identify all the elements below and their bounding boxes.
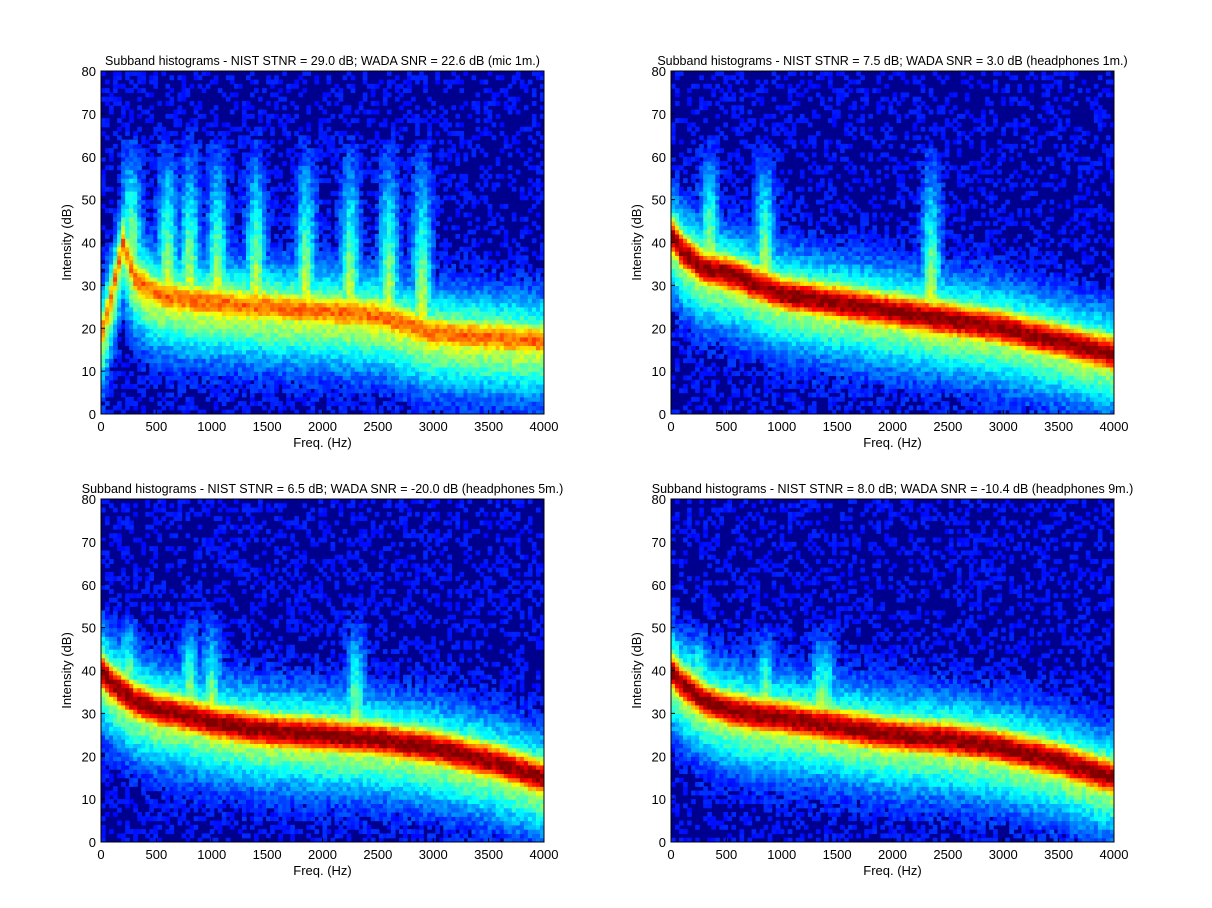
y-tick-label: 0: [89, 407, 96, 422]
x-tick-label: 2000: [308, 419, 337, 434]
x-tick-label: 500: [146, 847, 168, 862]
y-axis-label: Intensity (dB): [59, 204, 74, 281]
y-tick-label: 20: [652, 749, 666, 764]
heatmap-cells: [671, 71, 1114, 414]
x-tick-label: 4000: [1100, 847, 1129, 862]
x-tick-label: 500: [146, 419, 168, 434]
y-tick-label: 60: [82, 578, 96, 593]
y-tick-label: 60: [652, 578, 666, 593]
x-tick-label: 2000: [878, 847, 907, 862]
x-tick-label: 4000: [530, 847, 559, 862]
y-tick-label: 30: [652, 278, 666, 293]
x-tick-label: 0: [97, 847, 104, 862]
y-tick-label: 60: [652, 150, 666, 165]
y-tick-label: 30: [82, 278, 96, 293]
x-tick-label: 1500: [253, 847, 282, 862]
x-axis-label: Freq. (Hz): [293, 863, 352, 878]
y-tick-label: 70: [82, 107, 96, 122]
x-tick-label: 3500: [474, 847, 503, 862]
x-tick-label: 2500: [363, 847, 392, 862]
y-tick-label: 0: [659, 835, 666, 850]
y-tick-label: 50: [652, 621, 666, 636]
x-tick-label: 2000: [308, 847, 337, 862]
x-tick-label: 1500: [253, 419, 282, 434]
y-tick-label: 0: [659, 407, 666, 422]
chart-title: Subband histograms - NIST STNR = 7.5 dB;…: [657, 54, 1127, 68]
y-tick-label: 10: [82, 364, 96, 379]
y-tick-label: 70: [652, 535, 666, 550]
y-tick-label: 40: [652, 236, 666, 251]
y-tick-label: 40: [652, 664, 666, 679]
chart-title: Subband histograms - NIST STNR = 6.5 dB;…: [82, 482, 563, 496]
x-tick-label: 2500: [933, 847, 962, 862]
x-tick-label: 3500: [1044, 419, 1073, 434]
y-tick-label: 70: [82, 535, 96, 550]
y-tick-label: 40: [82, 664, 96, 679]
x-tick-label: 3000: [989, 847, 1018, 862]
x-tick-label: 3000: [419, 847, 448, 862]
x-tick-label: 3500: [474, 419, 503, 434]
x-axis-label: Freq. (Hz): [293, 435, 352, 450]
y-tick-label: 80: [652, 64, 666, 79]
y-tick-label: 20: [82, 321, 96, 336]
y-tick-label: 50: [82, 621, 96, 636]
y-axis-label: Intensity (dB): [629, 632, 644, 709]
y-tick-label: 30: [652, 706, 666, 721]
chart-title: Subband histograms - NIST STNR = 29.0 dB…: [105, 54, 540, 68]
x-tick-label: 0: [667, 419, 674, 434]
y-tick-label: 80: [82, 64, 96, 79]
subband-histogram-3: 0 500 1000 1500 2000 2500 3000 3500 4000 0 10 20 30 4…: [59, 482, 563, 878]
x-tick-label: 4000: [1100, 419, 1129, 434]
y-tick-label: 60: [82, 150, 96, 165]
y-tick-label: 50: [82, 193, 96, 208]
heatmap-cells: [101, 71, 544, 414]
y-tick-label: 10: [82, 792, 96, 807]
x-tick-label: 1500: [823, 847, 852, 862]
y-tick-label: 20: [82, 749, 96, 764]
y-axis-label: Intensity (dB): [59, 632, 74, 709]
y-tick-label: 10: [652, 792, 666, 807]
x-tick-label: 1500: [823, 419, 852, 434]
x-tick-label: 500: [716, 419, 738, 434]
x-tick-label: 4000: [530, 419, 559, 434]
x-tick-label: 500: [716, 847, 738, 862]
x-tick-label: 1000: [197, 847, 226, 862]
heatmap-cells: [671, 499, 1114, 842]
x-tick-label: 3000: [419, 419, 448, 434]
y-tick-label: 50: [652, 193, 666, 208]
x-tick-label: 0: [667, 847, 674, 862]
x-tick-label: 3000: [989, 419, 1018, 434]
x-tick-label: 3500: [1044, 847, 1073, 862]
y-axis-label: Intensity (dB): [629, 204, 644, 281]
y-tick-label: 0: [89, 835, 96, 850]
heatmap-cells: [101, 499, 544, 842]
y-tick-label: 70: [652, 107, 666, 122]
x-axis-label: Freq. (Hz): [863, 435, 922, 450]
subband-histogram-1: 0 500 1000 1500 2000 2500 3000 3500 4000 0 10 20 30 4…: [59, 54, 558, 450]
chart-title: Subband histograms - NIST STNR = 8.0 dB;…: [652, 482, 1133, 496]
x-tick-label: 1000: [767, 847, 796, 862]
x-tick-label: 1000: [197, 419, 226, 434]
y-tick-label: 80: [652, 492, 666, 507]
x-tick-label: 0: [97, 419, 104, 434]
subband-histogram-4: 0 500 1000 1500 2000 2500 3000 3500 4000 0 10 20 30 4…: [629, 482, 1133, 878]
x-tick-label: 2500: [363, 419, 392, 434]
subband-histogram-2: 0 500 1000 1500 2000 2500 3000 3500 4000 0 10 20 30 4…: [629, 54, 1128, 450]
y-tick-label: 10: [652, 364, 666, 379]
x-tick-label: 2000: [878, 419, 907, 434]
y-tick-label: 20: [652, 321, 666, 336]
y-tick-label: 40: [82, 236, 96, 251]
x-axis-label: Freq. (Hz): [863, 863, 922, 878]
x-tick-label: 2500: [933, 419, 962, 434]
x-tick-label: 1000: [767, 419, 796, 434]
y-tick-label: 30: [82, 706, 96, 721]
y-tick-label: 80: [82, 492, 96, 507]
